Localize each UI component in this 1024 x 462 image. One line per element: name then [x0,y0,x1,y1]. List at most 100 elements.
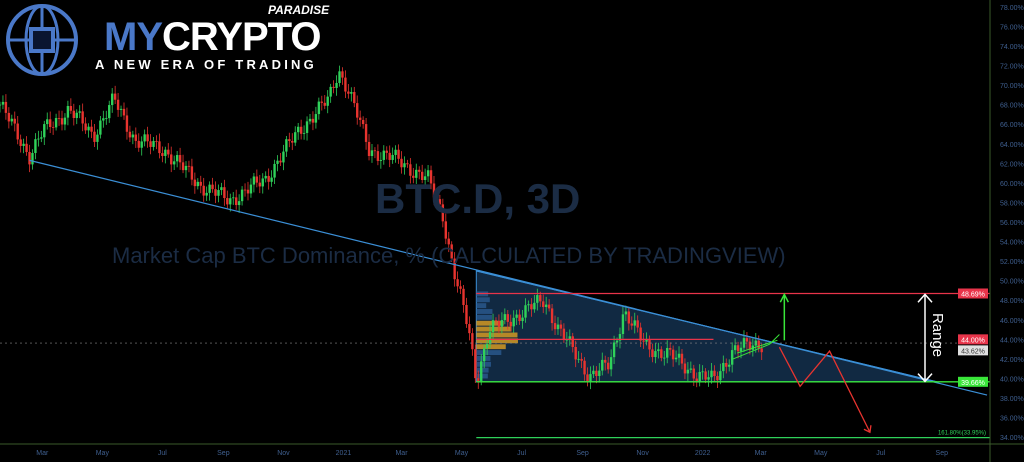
candle-body [208,184,211,193]
candle-body [167,149,170,155]
candle-body [40,137,43,139]
candle-body [730,350,734,365]
candle-body [668,348,672,350]
candle-body [356,103,359,118]
candle-body [338,71,341,83]
candle-body [547,304,551,309]
candle-body [488,332,492,344]
candle-body [462,288,465,305]
candle-body [415,169,418,178]
candle-body [491,320,495,333]
time-tick-label: May [814,450,828,457]
candle-body [692,368,695,379]
candle-body [438,199,442,205]
volume-profile-bar [476,344,506,350]
candle-body [456,279,459,287]
candle-body [742,338,746,348]
candle-body [447,238,450,245]
candle-body [279,160,282,163]
candle-body [604,359,607,363]
price-tick-label: 48.00% [1000,298,1024,305]
candle-body [630,323,633,326]
watermark-description: Market Cap BTC Dominance, % (CALCULATED … [112,243,786,268]
fib-level-label: 161.80%(33.95%) [938,431,986,437]
volume-profile-bar [476,367,489,373]
candle-body [75,112,78,118]
candle-body [595,370,598,376]
candle-body [639,327,642,341]
candle-body [704,371,707,380]
logo-brand: MYCRYPTO [104,17,321,57]
volume-profile-bar [476,338,518,344]
candle-body [63,117,67,125]
candle-body [84,123,87,131]
time-tick-label: Mar [755,450,768,457]
candle-body [258,182,262,187]
candle-body [66,106,70,118]
candle-body [506,314,509,322]
candle-body [382,150,385,160]
volume-profile-bar [476,350,502,356]
candle-body [261,178,264,187]
candle-body [13,118,16,124]
candle-body [110,93,114,106]
candle-body [648,339,651,350]
range-label: Range [929,313,946,357]
candle-body [725,362,728,367]
candle-body [583,360,586,375]
candle-body [485,343,489,349]
candle-body [16,123,19,140]
price-tick-label: 56.00% [1000,220,1024,227]
candle-body [54,118,58,128]
candle-body [497,321,501,327]
candle-body [701,371,704,373]
price-tick-label: 72.00% [1000,64,1024,71]
candle-body [562,328,566,340]
price-label-box [958,345,988,356]
price-tick-label: 58.00% [1000,200,1024,207]
candle-body [367,141,371,157]
time-tick-label: 2021 [336,450,352,457]
price-tick-label: 64.00% [1000,142,1024,149]
candle-body [255,176,259,183]
candle-body [524,305,527,318]
candle-body [556,324,560,330]
price-tick-label: 46.00% [1000,318,1024,325]
globe-chip-icon [6,4,78,76]
price-tick-label: 36.00% [1000,416,1024,423]
candle-body [418,169,421,172]
time-axis[interactable]: Mar May Jul Sep Nov 2021 Mar May Jul Sep Nov 2022 Ma… [0,443,1024,457]
candle-body [598,370,601,376]
candle-body [435,197,439,200]
candle-body [645,339,648,342]
candle-body [412,175,415,178]
candle-body [113,93,117,100]
candle-body [542,301,545,308]
candle-body [99,120,102,135]
candle-body [571,336,574,347]
candle-body [161,153,164,156]
candle-body [544,304,548,308]
candle-body [403,163,406,168]
price-axis[interactable]: 78.00% 76.00% 74.00% 72.00% 70.00% 68.00% 66.0… [958,0,1024,462]
candle-body [736,345,740,352]
price-tick-label: 70.00% [1000,83,1024,90]
candle-body [243,189,247,191]
candle-body [689,368,693,370]
candle-body [288,139,291,141]
candle-body [10,118,14,122]
candle-body [397,149,400,159]
range-arrowheads [917,293,933,383]
candle-body [34,139,37,153]
volume-profile-bar [476,314,492,320]
candle-body [332,86,335,88]
candle-body [193,179,197,187]
price-tick-label: 60.00% [1000,181,1024,188]
candle-body [482,348,486,362]
candle-body [624,311,628,315]
candle-body [326,96,329,106]
candle-body [0,104,2,106]
bull-flag [732,334,780,360]
candle-body [379,159,383,161]
